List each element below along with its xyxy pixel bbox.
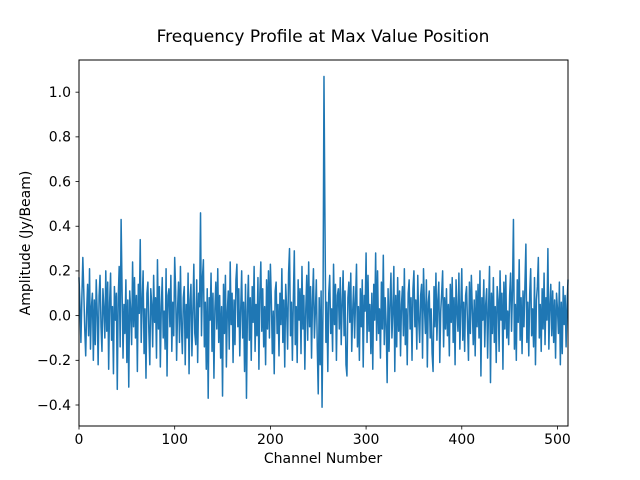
x-tick-label: 0 <box>75 432 84 448</box>
y-tick-label: −0.2 <box>37 353 71 369</box>
chart-title: Frequency Profile at Max Value Position <box>157 27 490 47</box>
x-tick-label: 300 <box>353 432 380 448</box>
axis-ticks: 0 100 200 300 400 500 −0.4 −0.2 0.0 0.2 0.4 0.6 0.8 1… <box>37 85 571 448</box>
x-tick-label: 500 <box>544 432 571 448</box>
y-tick-label: 0.0 <box>49 308 71 324</box>
x-axis-label: Channel Number <box>264 451 382 467</box>
y-tick-label: 1.0 <box>49 85 71 101</box>
y-tick-label: −0.4 <box>37 398 71 414</box>
signal-line <box>78 75 569 408</box>
x-tick-label: 100 <box>161 432 188 448</box>
y-tick-label: 0.4 <box>49 219 71 235</box>
y-axis-label: Amplitude (Jy/Beam) <box>18 171 34 316</box>
line-series <box>78 75 569 408</box>
y-tick-label: 0.8 <box>49 130 71 146</box>
x-tick-label: 400 <box>448 432 475 448</box>
x-tick-label: 200 <box>257 432 284 448</box>
y-tick-label: 0.2 <box>49 264 71 280</box>
axes-spines <box>78 59 569 427</box>
y-tick-label: 0.6 <box>49 174 71 190</box>
